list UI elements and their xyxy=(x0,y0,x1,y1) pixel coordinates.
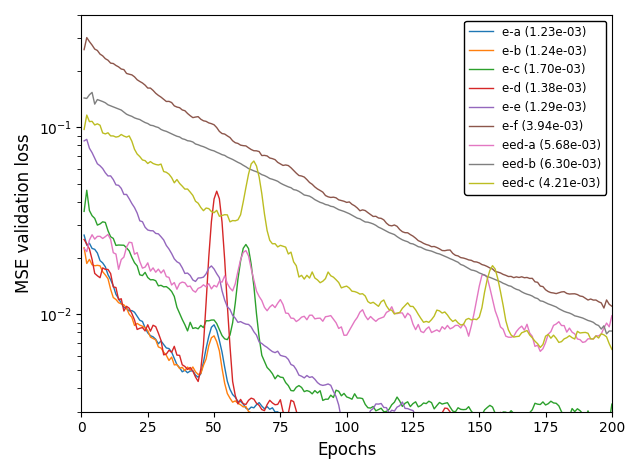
eed-a (5.68e-03) xyxy=(115,266,122,272)
e-b (1.24e-03) xyxy=(348,456,356,462)
e-e (1.29e-03) xyxy=(348,453,356,458)
e-a (1.23e-03) xyxy=(566,426,573,431)
e-b (1.24e-03) xyxy=(80,245,88,251)
eed-b (6.30e-03) xyxy=(104,102,112,108)
Line: e-b (1.24e-03): e-b (1.24e-03) xyxy=(84,248,612,459)
Line: e-d (1.38e-03): e-d (1.38e-03) xyxy=(84,191,612,452)
e-a (1.23e-03) xyxy=(348,453,356,458)
Line: e-a (1.23e-03): e-a (1.23e-03) xyxy=(84,235,612,456)
eed-b (6.30e-03) xyxy=(608,328,616,334)
Line: eed-a (5.68e-03): eed-a (5.68e-03) xyxy=(84,235,612,351)
eed-c (4.21e-03) xyxy=(608,346,616,352)
Line: e-f (3.94e-03): e-f (3.94e-03) xyxy=(84,37,612,308)
eed-b (6.30e-03) xyxy=(603,331,611,337)
e-e (1.29e-03) xyxy=(608,439,616,445)
Line: eed-c (4.21e-03): eed-c (4.21e-03) xyxy=(84,115,612,349)
e-f (3.94e-03) xyxy=(584,297,592,303)
e-d (1.38e-03) xyxy=(102,266,109,272)
eed-b (6.30e-03) xyxy=(88,90,96,95)
e-a (1.23e-03) xyxy=(102,264,109,270)
e-c (1.70e-03) xyxy=(181,322,189,328)
eed-a (5.68e-03) xyxy=(536,348,544,354)
eed-a (5.68e-03) xyxy=(181,280,189,286)
eed-b (6.30e-03) xyxy=(80,95,88,101)
eed-b (6.30e-03) xyxy=(566,310,573,316)
Line: eed-b (6.30e-03): eed-b (6.30e-03) xyxy=(84,92,612,334)
e-b (1.24e-03) xyxy=(566,422,573,428)
e-c (1.70e-03) xyxy=(104,228,112,234)
e-a (1.23e-03) xyxy=(80,232,88,238)
e-e (1.29e-03) xyxy=(568,419,576,424)
e-e (1.29e-03) xyxy=(104,173,112,179)
e-b (1.24e-03) xyxy=(112,297,120,302)
e-a (1.23e-03) xyxy=(112,292,120,297)
Legend: e-a (1.23e-03), e-b (1.24e-03), e-c (1.70e-03), e-d (1.38e-03), e-e (1.29e-03), : e-a (1.23e-03), e-b (1.24e-03), e-c (1.7… xyxy=(464,21,606,194)
e-f (3.94e-03) xyxy=(608,303,616,309)
e-d (1.38e-03) xyxy=(223,302,231,308)
e-b (1.24e-03) xyxy=(584,422,592,428)
eed-a (5.68e-03) xyxy=(104,232,112,237)
e-c (1.70e-03) xyxy=(566,413,573,419)
e-f (3.94e-03) xyxy=(83,35,91,40)
e-e (1.29e-03) xyxy=(83,137,91,142)
eed-a (5.68e-03) xyxy=(223,281,231,286)
e-b (1.24e-03) xyxy=(608,427,616,432)
e-a (1.23e-03) xyxy=(608,436,616,441)
eed-c (4.21e-03) xyxy=(104,130,112,136)
eed-c (4.21e-03) xyxy=(80,127,88,132)
e-f (3.94e-03) xyxy=(223,133,231,139)
eed-c (4.21e-03) xyxy=(83,112,91,118)
e-e (1.29e-03) xyxy=(587,423,595,428)
e-d (1.38e-03) xyxy=(80,237,88,242)
e-b (1.24e-03) xyxy=(102,272,109,278)
e-f (3.94e-03) xyxy=(600,305,608,311)
eed-c (4.21e-03) xyxy=(566,333,573,338)
e-d (1.38e-03) xyxy=(587,420,595,426)
e-c (1.70e-03) xyxy=(115,242,122,248)
e-b (1.24e-03) xyxy=(179,365,186,370)
e-f (3.94e-03) xyxy=(181,108,189,114)
e-a (1.23e-03) xyxy=(179,369,186,374)
e-d (1.38e-03) xyxy=(179,362,186,368)
e-d (1.38e-03) xyxy=(213,188,221,194)
e-a (1.23e-03) xyxy=(584,427,592,433)
e-c (1.70e-03) xyxy=(83,187,91,193)
eed-a (5.68e-03) xyxy=(102,234,109,239)
eed-a (5.68e-03) xyxy=(608,313,616,319)
eed-c (4.21e-03) xyxy=(584,330,592,336)
e-d (1.38e-03) xyxy=(348,449,356,455)
e-e (1.29e-03) xyxy=(115,182,122,188)
e-c (1.70e-03) xyxy=(80,209,88,214)
eed-b (6.30e-03) xyxy=(584,318,592,323)
Line: e-e (1.29e-03): e-e (1.29e-03) xyxy=(84,139,612,456)
e-f (3.94e-03) xyxy=(80,47,88,53)
X-axis label: Epochs: Epochs xyxy=(317,441,376,459)
e-c (1.70e-03) xyxy=(223,337,231,343)
e-a (1.23e-03) xyxy=(221,365,228,370)
eed-b (6.30e-03) xyxy=(181,137,189,142)
e-e (1.29e-03) xyxy=(80,138,88,144)
e-f (3.94e-03) xyxy=(115,64,122,70)
eed-a (5.68e-03) xyxy=(587,336,595,342)
eed-a (5.68e-03) xyxy=(80,246,88,251)
e-b (1.24e-03) xyxy=(221,381,228,386)
e-f (3.94e-03) xyxy=(104,57,112,63)
e-c (1.70e-03) xyxy=(584,408,592,414)
e-c (1.70e-03) xyxy=(608,401,616,407)
Line: e-c (1.70e-03): e-c (1.70e-03) xyxy=(84,190,612,422)
eed-c (4.21e-03) xyxy=(223,212,231,218)
eed-c (4.21e-03) xyxy=(115,134,122,139)
Y-axis label: MSE validation loss: MSE validation loss xyxy=(15,134,33,293)
e-e (1.29e-03) xyxy=(181,271,189,276)
e-d (1.38e-03) xyxy=(112,285,120,291)
eed-b (6.30e-03) xyxy=(115,106,122,112)
eed-c (4.21e-03) xyxy=(181,186,189,192)
e-e (1.29e-03) xyxy=(223,304,231,310)
e-f (3.94e-03) xyxy=(566,291,573,297)
e-c (1.70e-03) xyxy=(605,419,613,425)
eed-b (6.30e-03) xyxy=(223,154,231,160)
eed-a (5.68e-03) xyxy=(568,329,576,335)
e-d (1.38e-03) xyxy=(568,425,576,431)
e-d (1.38e-03) xyxy=(608,433,616,439)
